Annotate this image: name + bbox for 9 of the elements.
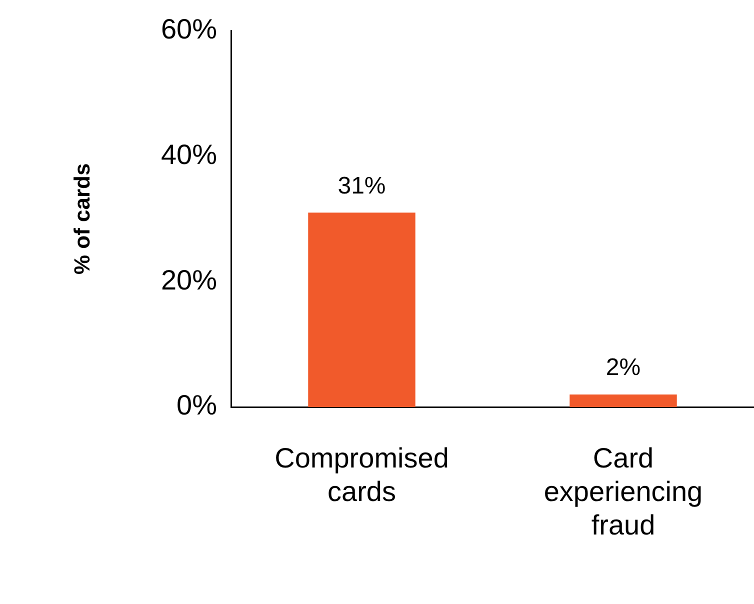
y-tick-label: 40% [160, 138, 217, 170]
x-tick-label: Compromised cards [274, 442, 449, 508]
y-tick-label: 20% [160, 264, 217, 296]
x-tick-label: Card experiencing fraud [544, 442, 703, 541]
y-tick-label: 0% [176, 390, 217, 421]
data-label: 31% [338, 172, 386, 200]
data-label: 2% [606, 354, 641, 382]
y-tick-label: 60% [160, 14, 217, 45]
y-axis-title: % of cards [69, 163, 94, 275]
